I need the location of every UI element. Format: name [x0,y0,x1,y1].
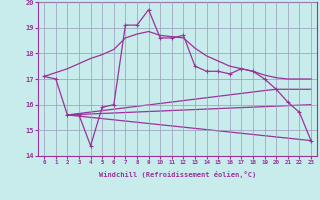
X-axis label: Windchill (Refroidissement éolien,°C): Windchill (Refroidissement éolien,°C) [99,171,256,178]
